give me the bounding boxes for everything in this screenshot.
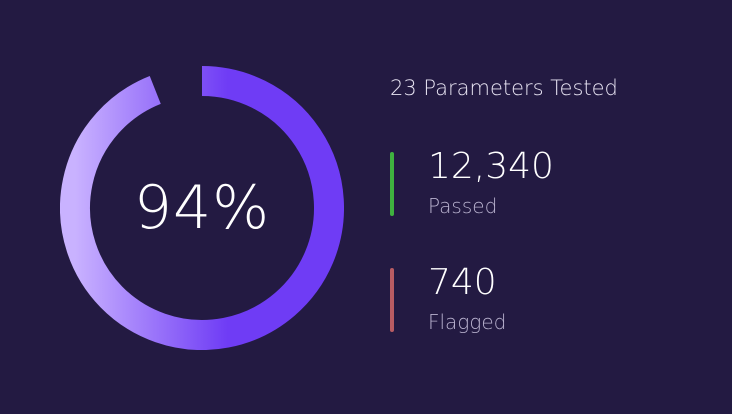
progress-gauge	[60, 66, 344, 350]
passed-indicator-bar	[390, 152, 394, 216]
passed-label: Passed	[428, 194, 498, 218]
gauge-percent-label: 94%	[133, 173, 271, 243]
flagged-indicator-bar	[390, 268, 394, 332]
gauge-arc	[60, 66, 344, 350]
parameters-tested-summary: 23 Parameters Tested	[390, 76, 618, 100]
flagged-count: 740	[428, 262, 497, 303]
flagged-label: Flagged	[428, 310, 507, 334]
passed-count: 12,340	[428, 146, 554, 187]
